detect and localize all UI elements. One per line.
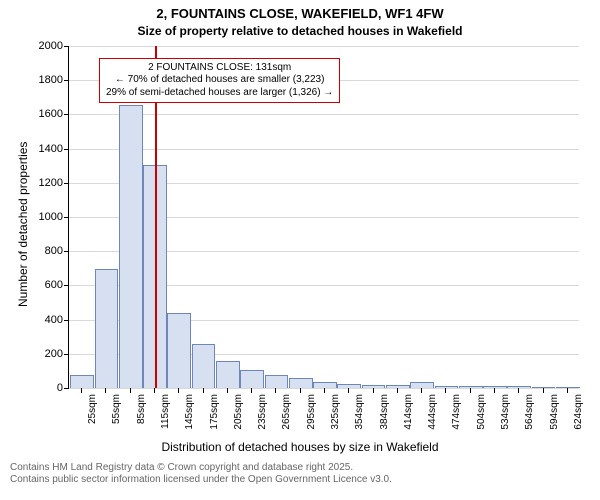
x-tick-mark <box>227 388 228 393</box>
x-tick-label: 534sqm <box>498 394 511 430</box>
histogram-bar <box>119 105 143 388</box>
y-tick-label: 400 <box>45 314 69 326</box>
plot-area: 020040060080010001200140016001800200025s… <box>68 46 579 389</box>
x-tick-mark <box>275 388 276 393</box>
x-tick-label: 85sqm <box>134 394 147 424</box>
x-tick-mark <box>130 388 131 393</box>
chart-container: 2, FOUNTAINS CLOSE, WAKEFIELD, WF1 4FW S… <box>0 0 600 500</box>
histogram-bar <box>265 375 289 388</box>
gridline <box>69 46 579 47</box>
histogram-bar <box>435 386 459 388</box>
histogram-bar <box>216 361 240 388</box>
x-tick-mark <box>543 388 544 393</box>
y-tick-label: 600 <box>45 279 69 291</box>
x-tick-mark <box>373 388 374 393</box>
x-tick-label: 25sqm <box>85 394 98 424</box>
histogram-bar <box>362 385 386 388</box>
x-tick-mark <box>421 388 422 393</box>
x-tick-mark <box>324 388 325 393</box>
histogram-bar <box>240 370 264 388</box>
histogram-bar <box>70 375 94 388</box>
x-tick-mark <box>251 388 252 393</box>
x-tick-mark <box>154 388 155 393</box>
y-tick-label: 1600 <box>39 108 69 120</box>
gridline <box>69 149 579 150</box>
x-tick-label: 55sqm <box>109 394 122 424</box>
x-tick-mark <box>300 388 301 393</box>
x-tick-label: 624sqm <box>571 394 584 430</box>
x-tick-mark <box>518 388 519 393</box>
x-tick-label: 325sqm <box>328 394 341 430</box>
x-tick-mark <box>470 388 471 393</box>
y-tick-label: 1400 <box>39 143 69 155</box>
y-tick-label: 200 <box>45 348 69 360</box>
x-tick-mark <box>348 388 349 393</box>
x-axis-label: Distribution of detached houses by size … <box>0 440 600 454</box>
histogram-bar <box>459 386 483 388</box>
annotation-line2: ← 70% of detached houses are smaller (3,… <box>115 74 325 85</box>
y-tick-label: 1000 <box>39 211 69 223</box>
y-tick-label: 2000 <box>39 40 69 52</box>
histogram-bar <box>386 385 410 388</box>
x-tick-mark <box>445 388 446 393</box>
x-tick-label: 354sqm <box>352 394 365 430</box>
annotation-line1: 2 FOUNTAINS CLOSE: 131sqm <box>148 62 291 73</box>
y-tick-label: 1800 <box>39 74 69 86</box>
x-tick-mark <box>567 388 568 393</box>
y-axis-label: Number of detached properties <box>16 142 30 307</box>
y-tick-label: 1200 <box>39 177 69 189</box>
histogram-bar <box>192 344 216 388</box>
histogram-bar <box>532 387 556 389</box>
x-tick-mark <box>494 388 495 393</box>
x-tick-label: 384sqm <box>377 394 390 430</box>
histogram-bar <box>289 378 313 388</box>
page-title: 2, FOUNTAINS CLOSE, WAKEFIELD, WF1 4FW <box>0 6 600 21</box>
x-tick-label: 474sqm <box>449 394 462 430</box>
histogram-bar <box>167 313 191 388</box>
x-tick-label: 175sqm <box>207 394 220 430</box>
y-tick-label: 0 <box>57 382 69 394</box>
x-tick-label: 145sqm <box>182 394 195 430</box>
x-tick-label: 414sqm <box>401 394 414 430</box>
x-tick-label: 504sqm <box>474 394 487 430</box>
annotation-line3: 29% of semi-detached houses are larger (… <box>106 87 333 98</box>
x-tick-label: 295sqm <box>304 394 317 430</box>
footer-line2: Contains public sector information licen… <box>10 474 392 485</box>
x-tick-label: 265sqm <box>279 394 292 430</box>
x-tick-label: 205sqm <box>231 394 244 430</box>
x-tick-label: 594sqm <box>547 394 560 430</box>
footer-line1: Contains HM Land Registry data © Crown c… <box>10 462 353 473</box>
x-tick-mark <box>105 388 106 393</box>
page-subtitle: Size of property relative to detached ho… <box>0 24 600 38</box>
x-tick-label: 444sqm <box>425 394 438 430</box>
footer-attribution: Contains HM Land Registry data © Crown c… <box>10 462 392 486</box>
x-tick-mark <box>203 388 204 393</box>
x-tick-mark <box>81 388 82 393</box>
histogram-bar <box>95 269 119 388</box>
x-tick-mark <box>178 388 179 393</box>
gridline <box>69 114 579 115</box>
x-tick-label: 235sqm <box>255 394 268 430</box>
x-tick-mark <box>397 388 398 393</box>
histogram-bar <box>556 387 580 389</box>
x-tick-label: 115sqm <box>158 394 171 429</box>
x-tick-label: 564sqm <box>522 394 535 430</box>
annotation-box: 2 FOUNTAINS CLOSE: 131sqm ← 70% of detac… <box>99 58 340 104</box>
y-tick-label: 800 <box>45 245 69 257</box>
